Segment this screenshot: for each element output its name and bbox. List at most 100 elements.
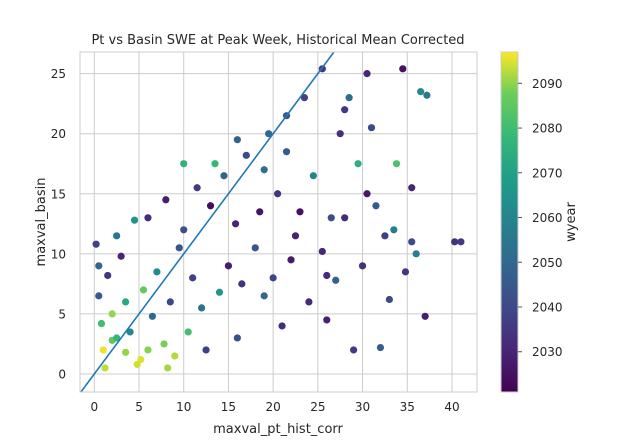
x-tick-label: 15: [221, 400, 236, 414]
x-tick-label: 5: [135, 400, 143, 414]
scatter-point: [341, 106, 349, 114]
scatter-point: [385, 295, 393, 304]
scatter-point: [256, 208, 264, 216]
scatter-point: [423, 91, 431, 99]
scatter-point: [401, 268, 410, 276]
scatter-point: [376, 343, 385, 352]
scatter-point: [282, 148, 291, 156]
scatter-point: [274, 190, 282, 198]
plot-frame: [79, 51, 478, 393]
plot-area: [80, 52, 477, 392]
scatter-point: [206, 202, 215, 210]
data-points: [92, 65, 465, 372]
colorbar-tick-label: 2040: [532, 301, 563, 315]
scatter-point: [318, 247, 326, 256]
reference-line: [80, 52, 335, 392]
scatter-point: [180, 160, 188, 168]
scatter-point: [95, 262, 103, 270]
scatter-point: [101, 364, 109, 372]
colorbar: [500, 51, 519, 393]
scatter-point: [171, 352, 179, 360]
x-axis-label: maxval_pt_hist_corr: [213, 422, 343, 437]
scatter-point: [354, 160, 362, 168]
scatter-point: [260, 166, 268, 174]
x-tick-labels: 0 5 10 15 20 25 30 35 40: [90, 400, 459, 414]
scatter-point: [122, 298, 130, 306]
y-tick-label: 20: [51, 127, 66, 141]
scatter-point: [381, 232, 389, 240]
scatter-point: [104, 271, 112, 280]
scatter-point: [363, 70, 371, 78]
x-tick-label: 35: [400, 400, 415, 414]
scatter-point: [202, 346, 210, 354]
scatter-point: [291, 232, 300, 240]
scatter-point: [139, 286, 148, 294]
scatter-point: [412, 250, 420, 258]
y-tick-label: 10: [51, 247, 66, 261]
scatter-point: [113, 232, 121, 240]
scatter-point: [421, 312, 429, 320]
scatter-point: [300, 94, 309, 102]
scatter-point: [408, 184, 416, 192]
scatter-point: [160, 340, 168, 348]
x-tick-label: 30: [355, 400, 370, 414]
scatter-point: [457, 238, 465, 246]
scatter-point: [336, 130, 344, 138]
scatter-point: [341, 214, 349, 222]
colorbar-tick-label: 2050: [532, 256, 563, 270]
scatter-point: [265, 130, 273, 138]
x-tick-label: 10: [176, 400, 191, 414]
scatter-point: [251, 244, 259, 252]
scatter-point: [367, 124, 376, 132]
scatter-point: [309, 172, 317, 180]
y-tick-label: 25: [51, 67, 66, 81]
colorbar-tick-label: 2070: [532, 166, 563, 180]
colorbar-tick-labels: 2030 2040 2050 2060 2070 2080 2090: [518, 77, 563, 359]
x-tick-label: 25: [310, 400, 325, 414]
colorbar-label: wyear: [564, 202, 579, 242]
colorbar-tick-label: 2080: [532, 122, 563, 136]
scatter-point: [231, 220, 240, 228]
scatter-point: [417, 88, 425, 96]
colorbar-tick-label: 2090: [532, 77, 563, 91]
scatter-point: [363, 190, 371, 198]
colorbar-tick-label: 2030: [532, 345, 563, 359]
scatter-point: [392, 160, 401, 168]
y-tick-label: 5: [58, 307, 66, 321]
scatter-point: [260, 292, 268, 300]
scatter-point: [92, 240, 100, 248]
scatter-point: [224, 262, 233, 270]
scatter-point: [238, 280, 246, 288]
y-tick-label: 15: [51, 187, 66, 201]
scatter-point: [95, 292, 103, 300]
x-tick-label: 40: [444, 400, 459, 414]
scatter-point: [113, 334, 121, 342]
scatter-point: [372, 202, 380, 210]
x-tick-label: 20: [265, 400, 280, 414]
scatter-point: [175, 244, 183, 252]
scatter-point: [278, 322, 286, 330]
scatter-point: [198, 304, 206, 312]
scatter-point: [233, 334, 241, 342]
scatter-point: [390, 226, 398, 234]
scatter-point: [451, 238, 459, 246]
scatter-point: [269, 274, 277, 282]
scatter-point: [408, 238, 416, 246]
scatter-point: [162, 196, 170, 204]
scatter-point: [144, 214, 152, 222]
scatter-point: [358, 262, 367, 270]
scatter-point: [242, 151, 250, 159]
scatter-point: [399, 65, 407, 73]
chart-title: Pt vs Basin SWE at Peak Week, Historical…: [91, 33, 464, 48]
scatter-point: [350, 346, 358, 354]
scatter-point: [323, 271, 331, 280]
scatter-point: [184, 328, 192, 336]
y-axis-label: maxval_basin: [34, 178, 49, 267]
scatter-point: [287, 256, 295, 264]
scatter-point: [144, 346, 152, 354]
x-tick-label: 0: [90, 400, 98, 414]
scatter-point: [97, 319, 106, 328]
y-tick-label: 0: [58, 367, 66, 381]
scatter-point: [148, 312, 157, 320]
